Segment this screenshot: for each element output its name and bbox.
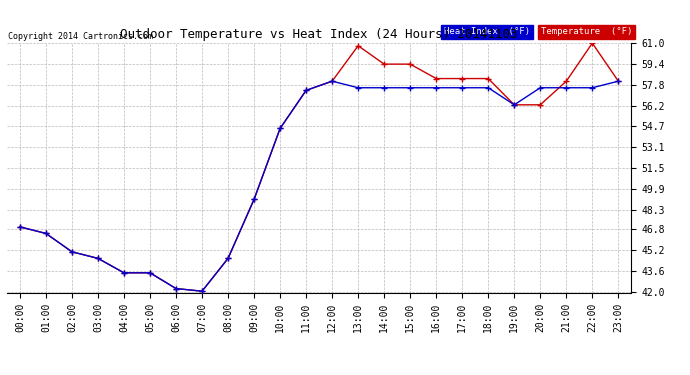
- Text: Temperature  (°F): Temperature (°F): [541, 27, 632, 36]
- Text: Copyright 2014 Cartronics.com: Copyright 2014 Cartronics.com: [8, 32, 152, 40]
- Text: Heat Index  (°F): Heat Index (°F): [444, 27, 530, 36]
- Title: Outdoor Temperature vs Heat Index (24 Hours) 20141103: Outdoor Temperature vs Heat Index (24 Ho…: [120, 28, 518, 40]
